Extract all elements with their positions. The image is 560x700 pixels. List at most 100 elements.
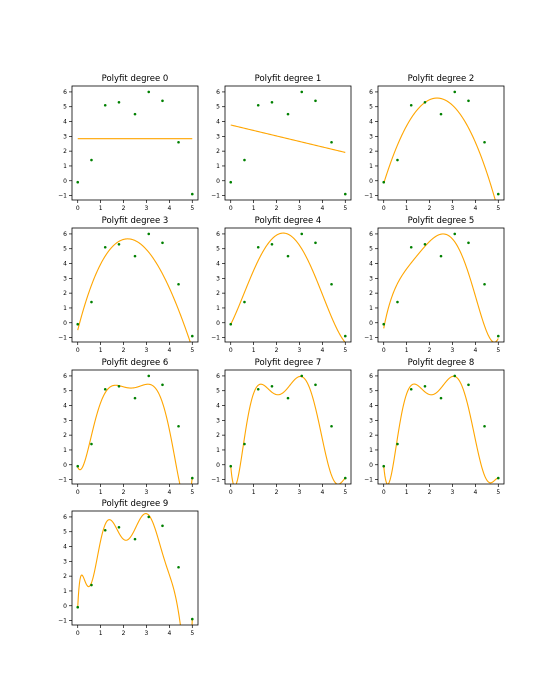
subplot-degree-8: Polyfit degree 8 0 1 2 3 4 5 −1 0 1 2 3 4 5 6 <box>364 358 505 496</box>
x-tick-label: 1 <box>99 489 103 496</box>
subplot-degree-1: Polyfit degree 1 0 1 2 3 4 5 −1 0 1 2 3 4 5 6 <box>211 74 352 212</box>
subplot-degree-5: Polyfit degree 5 0 1 2 3 4 5 −1 0 1 2 3 4 5 6 <box>364 216 505 354</box>
x-tick-label: 0 <box>382 489 386 496</box>
x-tick-label: 4 <box>167 489 171 496</box>
y-tick-label: 0 <box>369 462 373 469</box>
subplot-title: Polyfit degree 4 <box>255 216 322 226</box>
data-point <box>256 387 260 391</box>
x-tick-label: 2 <box>122 489 126 496</box>
x-tick-label: 0 <box>229 489 233 496</box>
subplot-degree-0: Polyfit degree 0 0 1 2 3 4 5 −1 0 1 2 3 4 5 6 <box>58 74 199 212</box>
data-point <box>147 232 151 236</box>
x-tick-label: 2 <box>428 347 432 354</box>
data-point <box>90 442 93 446</box>
x-tick-label: 3 <box>298 205 302 212</box>
y-tick-label: 6 <box>369 231 373 238</box>
x-tick-label: 5 <box>343 347 347 354</box>
data-point <box>190 334 194 338</box>
y-tick-label: −1 <box>364 477 373 484</box>
x-tick-label: 1 <box>405 347 409 354</box>
x-tick-label: 3 <box>451 347 455 354</box>
data-point <box>177 424 180 428</box>
fit-curve <box>383 375 499 484</box>
data-point <box>483 140 486 144</box>
data-point <box>177 282 180 286</box>
y-tick-label: 0 <box>216 462 220 469</box>
y-tick-label: 5 <box>63 388 67 395</box>
data-point <box>243 442 246 446</box>
subplot-title: Polyfit degree 9 <box>102 499 169 509</box>
y-tick-label: 1 <box>369 305 373 312</box>
y-tick-label: 3 <box>63 133 67 140</box>
x-tick-label: 4 <box>167 630 171 637</box>
data-point <box>300 232 304 236</box>
x-tick-label: 2 <box>122 347 126 354</box>
data-point <box>286 254 290 258</box>
x-tick-label: 1 <box>252 489 256 496</box>
y-tick-label: −1 <box>211 193 220 200</box>
data-point <box>343 334 347 338</box>
x-tick-label: 1 <box>252 347 256 354</box>
x-tick-label: 3 <box>298 489 302 496</box>
x-tick-label: 0 <box>382 205 386 212</box>
data-point <box>117 384 121 388</box>
y-tick-label: 4 <box>63 403 67 410</box>
data-point <box>439 254 443 258</box>
x-tick-label: 1 <box>99 347 103 354</box>
y-tick-label: 6 <box>63 89 67 96</box>
y-tick-label: 3 <box>369 133 373 140</box>
x-tick-label: 0 <box>76 630 80 637</box>
data-point <box>117 525 121 529</box>
x-tick-label: 3 <box>145 489 149 496</box>
data-point <box>117 100 121 104</box>
y-tick-label: 4 <box>63 261 67 268</box>
data-point <box>161 241 164 245</box>
x-tick-label: 5 <box>496 347 500 354</box>
x-tick-label: 4 <box>320 489 324 496</box>
y-tick-label: 5 <box>216 388 220 395</box>
data-point <box>467 99 470 103</box>
fit-curve <box>77 383 193 484</box>
axes-frame <box>224 227 352 343</box>
data-point <box>229 322 233 326</box>
axes-frame <box>377 227 505 343</box>
data-point <box>90 158 93 162</box>
y-tick-label: −1 <box>58 193 67 200</box>
y-tick-label: 1 <box>369 447 373 454</box>
data-point <box>243 158 246 162</box>
subplot-title: Polyfit degree 5 <box>408 216 475 226</box>
x-tick-label: 5 <box>496 489 500 496</box>
data-point <box>76 322 80 326</box>
x-tick-label: 2 <box>122 630 126 637</box>
y-tick-label: −1 <box>58 477 67 484</box>
y-tick-label: 3 <box>63 558 67 565</box>
data-point <box>483 424 486 428</box>
subplot-title: Polyfit degree 3 <box>102 216 169 226</box>
x-tick-label: 4 <box>473 205 477 212</box>
y-tick-label: 0 <box>63 462 67 469</box>
y-tick-label: 2 <box>369 148 373 155</box>
data-point <box>396 158 399 162</box>
fit-curve <box>383 97 496 200</box>
y-tick-label: 5 <box>216 104 220 111</box>
data-point <box>423 242 427 246</box>
y-tick-label: 2 <box>63 148 67 155</box>
y-tick-label: 0 <box>63 603 67 610</box>
axes-frame <box>71 369 199 485</box>
x-tick-label: 0 <box>76 489 80 496</box>
data-point <box>103 245 107 249</box>
y-tick-label: 5 <box>216 246 220 253</box>
data-point <box>133 396 137 400</box>
data-point <box>439 396 443 400</box>
data-point <box>300 90 304 94</box>
fit-curve <box>383 233 499 342</box>
y-tick-label: 6 <box>63 231 67 238</box>
x-tick-label: 4 <box>320 205 324 212</box>
x-tick-label: 5 <box>190 347 194 354</box>
data-point <box>133 112 137 116</box>
subplot-degree-6: Polyfit degree 6 0 1 2 3 4 5 −1 0 1 2 3 4 5 6 <box>58 358 199 496</box>
data-point <box>103 103 107 107</box>
data-point <box>467 241 470 245</box>
y-tick-label: 0 <box>63 178 67 185</box>
